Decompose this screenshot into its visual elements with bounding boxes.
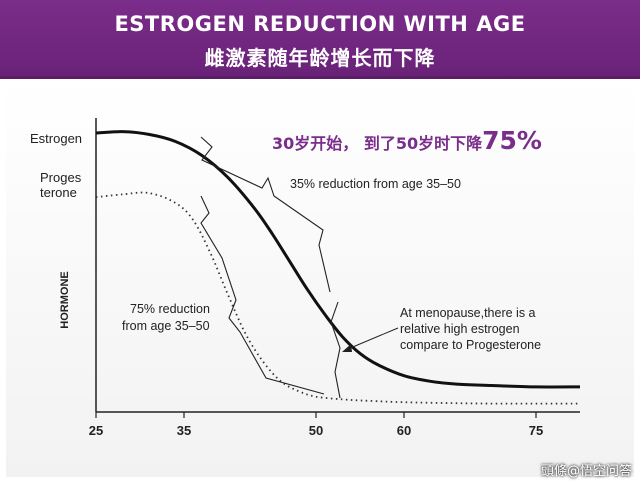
menopause-label-line3: compare to Progesterone [400, 338, 541, 352]
headline-prefix: 30岁开始， 到了50岁时下降 [272, 134, 483, 153]
progesterone-reduction-brace [200, 195, 325, 395]
plot-background [6, 79, 634, 477]
watermark: 頭條@悟空问答 [540, 464, 632, 479]
y-axis-label: HORMONE [59, 271, 71, 328]
x-tick-label: 75 [529, 423, 543, 438]
menopause-bracket [330, 301, 341, 399]
progesterone-reduction-label-line2: from age 35–50 [122, 319, 210, 333]
progesterone-series-line [95, 191, 580, 405]
menopause-label-line1: At menopause,there is a [400, 306, 536, 320]
progesterone-series-label-line1: Proges [40, 170, 82, 185]
chart-subtitle: 雌激素随年龄增长而下降 [204, 46, 436, 70]
headline-annotation: 30岁开始， 到了50岁时下降75% [272, 126, 542, 155]
progesterone-series-label-line2: terone [40, 185, 77, 200]
menopause-arrow-head [342, 344, 352, 352]
menopause-label-line2: relative high estrogen [400, 322, 520, 336]
x-tick-label: 50 [309, 423, 323, 438]
estrogen-series-label: Estrogen [30, 131, 82, 146]
x-tick-label: 25 [89, 423, 103, 438]
x-tick-label: 60 [397, 423, 411, 438]
x-tick-label: 35 [177, 423, 191, 438]
estrogen-series-line [95, 130, 581, 389]
estrogen-reduction-label: 35% reduction from age 35–50 [290, 177, 461, 191]
title-banner: ESTROGEN REDUCTION WITH AGE 雌激素随年龄增长而下降 [0, 0, 640, 79]
x-ticks: 25 35 50 60 75 [89, 412, 543, 438]
progesterone-reduction-label-line1: 75% reduction [130, 302, 210, 316]
estrogen-reduction-brace [200, 136, 331, 293]
headline-percent: 75% [482, 126, 542, 155]
chart-title: ESTROGEN REDUCTION WITH AGE [114, 12, 526, 36]
menopause-arrow-line [347, 327, 399, 350]
